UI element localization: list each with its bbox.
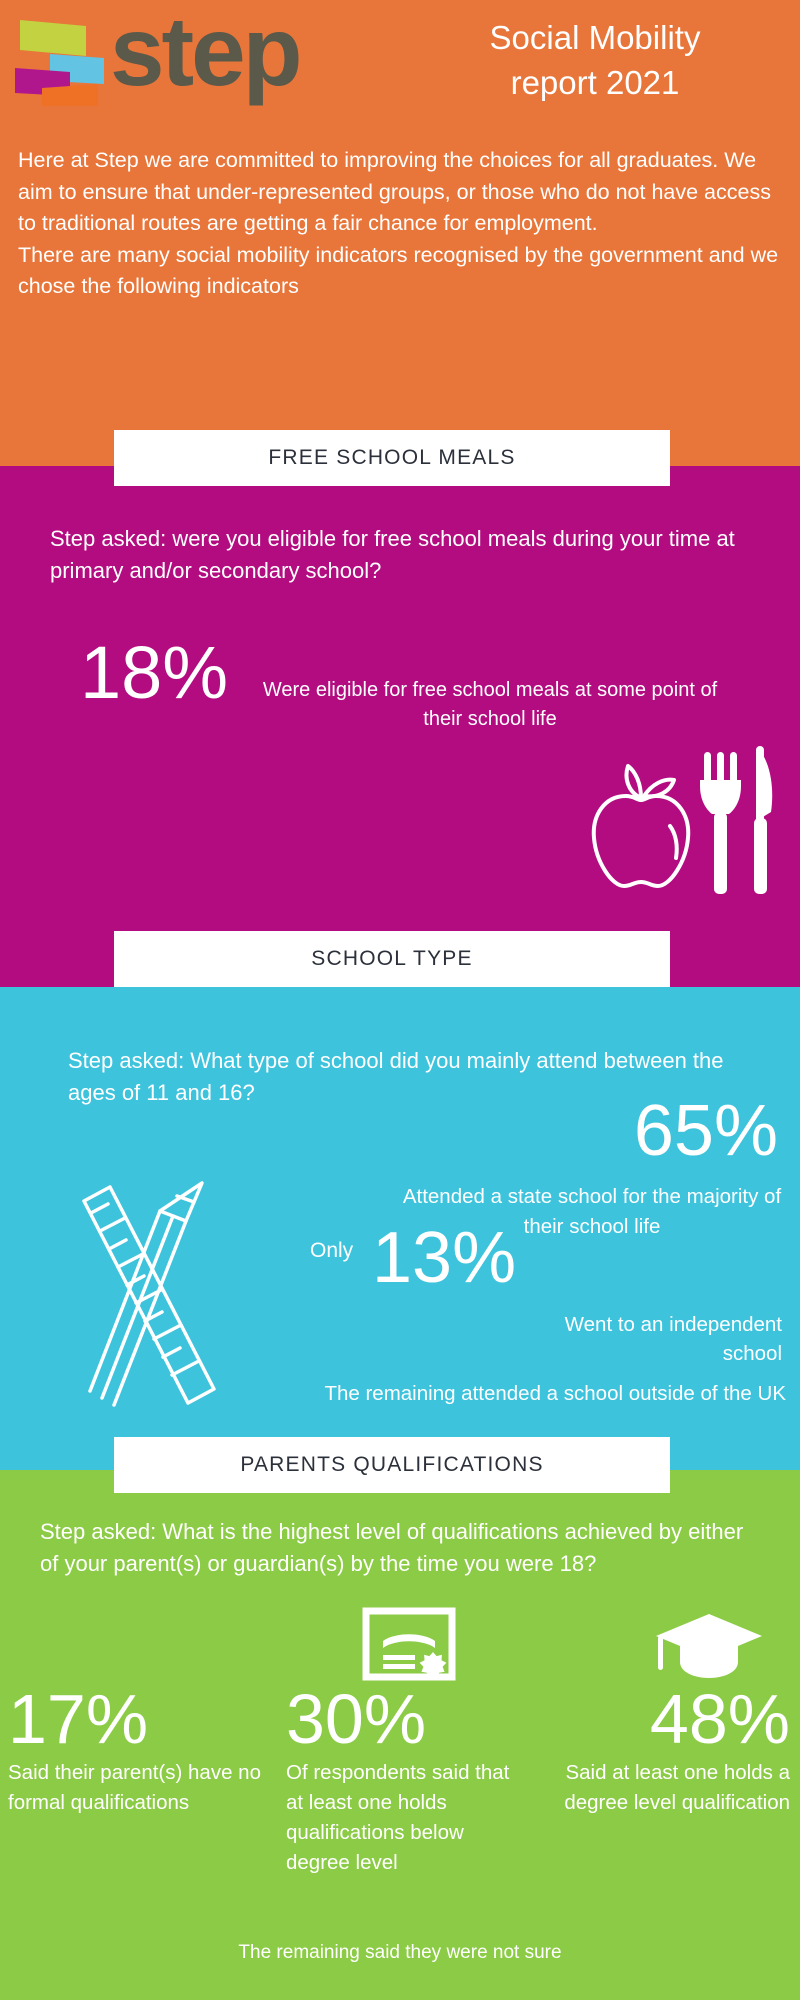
- school-type-independent-caption: Went to an independent school: [564, 1313, 782, 1365]
- parents-qualification-column: 30% Of respondents said that at least on…: [266, 1598, 532, 1877]
- parents-qualifications-band: Step asked: What is the highest level of…: [0, 1470, 800, 2000]
- step-logo-wordmark: step: [110, 0, 303, 106]
- free-school-meals-percentage: 18%: [80, 631, 229, 714]
- knife-icon: [754, 746, 773, 894]
- parents-no-qualifications-caption: Said their parent(s) have no formal qual…: [8, 1761, 261, 1815]
- ruler-icon: [82, 1185, 216, 1405]
- parents-qualification-column: 17% Said their parent(s) have no formal …: [0, 1598, 266, 1877]
- school-type-band: Step asked: What type of school did you …: [0, 987, 800, 1493]
- parents-qualifications-footnote: The remaining said they were not sure: [238, 1942, 562, 1963]
- free-school-meals-icons: [566, 734, 786, 894]
- parents-qualification-column: 48% Said at least one holds a degree lev…: [532, 1598, 798, 1877]
- section-title-parents-qualifications: PARENTS QUALIFICATIONS: [114, 1437, 670, 1493]
- pencil-icon: [88, 1181, 204, 1407]
- step-logo-bars-icon: [14, 14, 112, 106]
- intro-paragraph-1: Here at Step we are committed to improvi…: [18, 148, 771, 236]
- parents-degree-percentage: 48%: [649, 1680, 790, 1758]
- step-logo[interactable]: step: [14, 2, 344, 113]
- page-title: Social Mobility report 2021: [400, 16, 790, 105]
- parents-no-qualifications-percentage: 17%: [8, 1680, 149, 1758]
- header-band: step Social Mobility report 2021 Here at…: [0, 0, 800, 486]
- parents-column-icon-placeholder: [8, 1598, 266, 1680]
- parents-qualifications-question: Step asked: What is the highest level of…: [40, 1519, 744, 1576]
- page-title-line1: Social Mobility: [489, 19, 701, 56]
- school-type-only-label: Only: [310, 1239, 354, 1262]
- intro-paragraph-2: There are many social mobility indicator…: [18, 242, 779, 299]
- school-type-question: Step asked: What type of school did you …: [68, 1048, 724, 1105]
- fork-icon: [700, 752, 741, 894]
- free-school-meals-question: Step asked: were you eligible for free s…: [50, 526, 735, 583]
- parents-qualifications-columns: 17% Said their parent(s) have no formal …: [0, 1598, 800, 1877]
- section-title-free-school-meals: FREE SCHOOL MEALS: [114, 430, 670, 486]
- school-type-state-caption: Attended a state school for the majority…: [402, 1185, 782, 1238]
- section-title-school-type: SCHOOL TYPE: [114, 931, 670, 987]
- free-school-meals-caption: Were eligible for free school meals at s…: [262, 679, 718, 730]
- parents-degree-caption: Said at least one holds a degree level q…: [564, 1761, 790, 1815]
- page-title-line2: report 2021: [510, 63, 680, 101]
- school-type-independent-percentage: 13%: [372, 1218, 517, 1298]
- graduation-cap-icon: [532, 1598, 790, 1680]
- school-type-state-percentage: 65%: [633, 1091, 778, 1171]
- parents-below-degree-percentage: 30%: [286, 1680, 427, 1758]
- school-type-icons: [74, 1175, 244, 1407]
- certificate-icon: [286, 1598, 532, 1681]
- free-school-meals-band: Step asked: were you eligible for free s…: [0, 466, 800, 987]
- apple-icon: [591, 764, 691, 888]
- school-type-footnote: The remaining attended a school outside …: [324, 1382, 786, 1405]
- parents-below-degree-caption: Of respondents said that at least one ho…: [286, 1761, 510, 1874]
- intro-text: Here at Step we are committed to improvi…: [18, 145, 786, 303]
